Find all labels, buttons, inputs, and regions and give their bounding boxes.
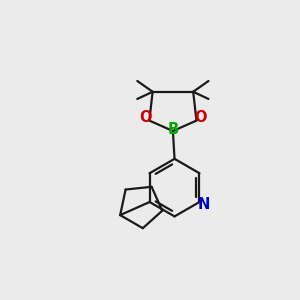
Text: B: B: [167, 122, 178, 137]
Text: O: O: [194, 110, 207, 125]
Text: N: N: [197, 197, 210, 212]
Text: O: O: [139, 110, 152, 125]
